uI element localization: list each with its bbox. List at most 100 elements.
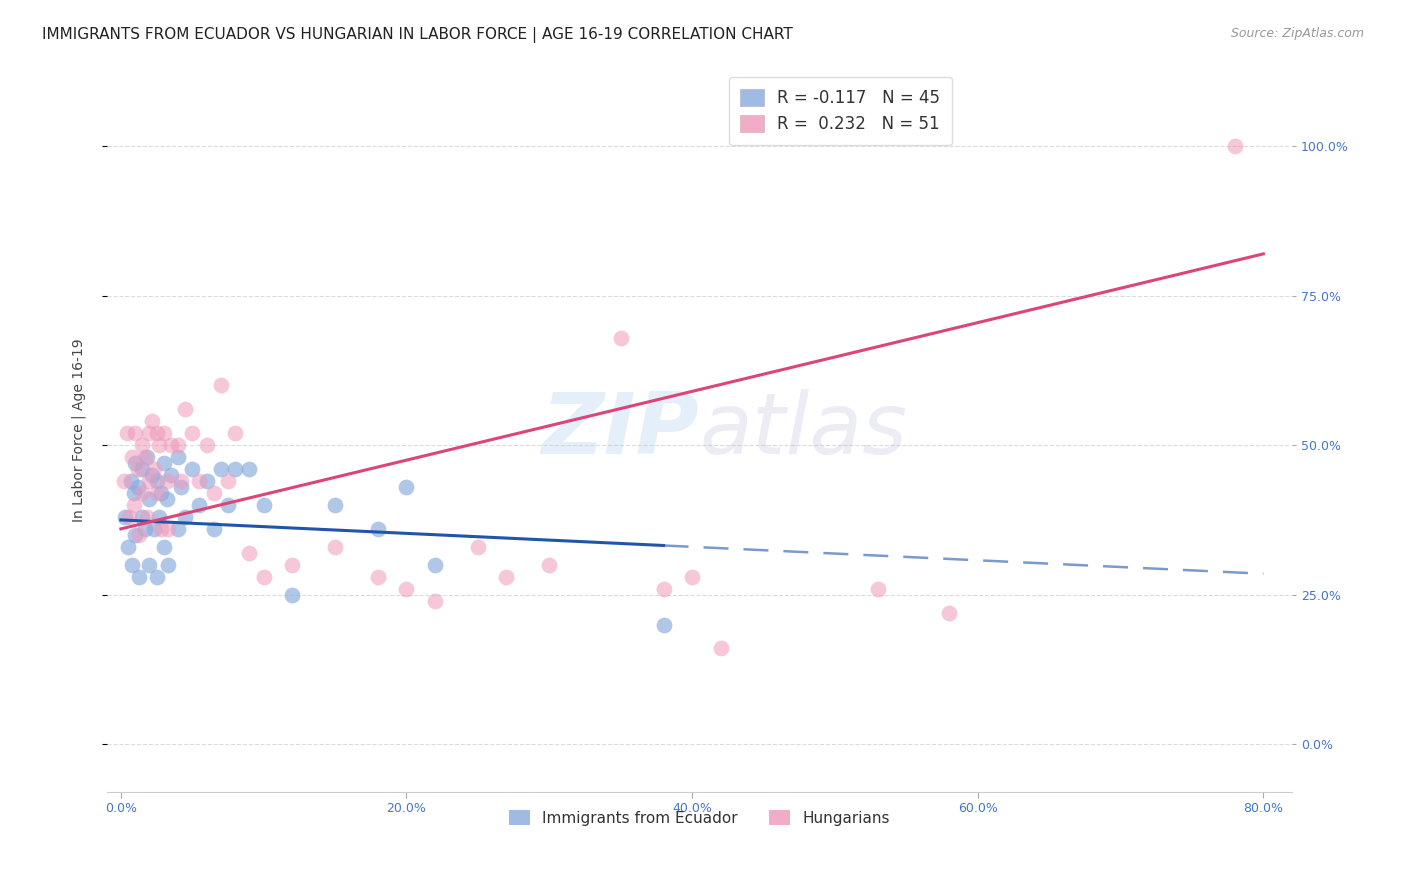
Point (145, 570, 167, 584)
Point (395, 582, 418, 596)
Point (367, 522, 389, 536)
Point (217, 474, 239, 488)
Point (138, 474, 160, 488)
Point (170, 480, 193, 494)
Point (167, 450, 190, 464)
Point (142, 522, 165, 536)
Point (1223, 139, 1246, 153)
Point (127, 480, 149, 494)
Point (238, 546, 260, 560)
Point (128, 570, 150, 584)
Y-axis label: In Labor Force | Age 16-19: In Labor Force | Age 16-19 (72, 338, 86, 522)
Point (866, 582, 889, 596)
Point (134, 522, 156, 536)
Point (134, 450, 156, 464)
Point (124, 528, 146, 542)
Point (121, 450, 143, 464)
Point (152, 540, 174, 554)
Point (127, 462, 149, 476)
Point (145, 474, 167, 488)
Point (195, 474, 218, 488)
Point (160, 438, 183, 452)
Point (281, 558, 304, 572)
Point (117, 540, 139, 554)
Point (224, 462, 246, 476)
Point (138, 558, 160, 572)
Point (538, 558, 561, 572)
Point (156, 558, 179, 572)
Point (142, 462, 165, 476)
Point (131, 510, 153, 524)
Point (118, 510, 141, 524)
Point (323, 540, 346, 554)
Point (209, 378, 232, 392)
Point (681, 570, 703, 584)
Point (131, 486, 153, 500)
Point (174, 402, 197, 417)
Point (167, 438, 190, 452)
Point (167, 522, 190, 536)
Point (609, 330, 631, 344)
Point (149, 486, 172, 500)
Point (131, 462, 153, 476)
Point (710, 641, 733, 656)
Point (202, 486, 225, 500)
Point (122, 498, 145, 512)
Point (938, 606, 960, 620)
Point (155, 474, 177, 488)
Point (423, 593, 446, 607)
Point (281, 588, 304, 602)
Text: ZIP: ZIP (541, 389, 699, 472)
Text: atlas: atlas (699, 389, 907, 472)
Legend: Immigrants from Ecuador, Hungarians: Immigrants from Ecuador, Hungarians (499, 801, 898, 835)
Point (238, 462, 260, 476)
Point (120, 474, 142, 488)
Point (395, 480, 418, 494)
Point (148, 438, 170, 452)
Text: IMMIGRANTS FROM ECUADOR VS HUNGARIAN IN LABOR FORCE | AGE 16-19 CORRELATION CHAR: IMMIGRANTS FROM ECUADOR VS HUNGARIAN IN … (42, 27, 793, 43)
Point (652, 617, 675, 632)
Point (148, 510, 170, 524)
Point (138, 491, 160, 506)
Point (115, 426, 138, 441)
Point (188, 498, 211, 512)
Point (124, 426, 146, 441)
Point (202, 522, 225, 536)
Point (156, 522, 179, 536)
Point (152, 426, 174, 441)
Point (145, 426, 167, 441)
Point (253, 570, 276, 584)
Point (495, 570, 517, 584)
Point (217, 498, 239, 512)
Point (181, 462, 204, 476)
Point (170, 474, 193, 488)
Point (253, 498, 276, 512)
Point (131, 438, 153, 452)
Point (124, 456, 146, 470)
Point (141, 414, 163, 428)
Point (181, 426, 204, 441)
Point (135, 450, 157, 464)
Point (160, 468, 183, 483)
Point (122, 486, 145, 500)
Point (149, 522, 172, 536)
Point (128, 528, 150, 542)
Point (195, 438, 218, 452)
Point (652, 582, 675, 596)
Point (145, 486, 167, 500)
Point (135, 510, 157, 524)
Point (121, 558, 143, 572)
Point (423, 558, 446, 572)
Point (155, 491, 177, 506)
Point (188, 474, 211, 488)
Point (141, 468, 163, 483)
Point (224, 426, 246, 441)
Point (174, 510, 197, 524)
Point (152, 456, 174, 470)
Point (114, 510, 136, 524)
Point (323, 498, 346, 512)
Point (209, 462, 232, 476)
Point (467, 540, 489, 554)
Point (112, 474, 135, 488)
Point (138, 426, 160, 441)
